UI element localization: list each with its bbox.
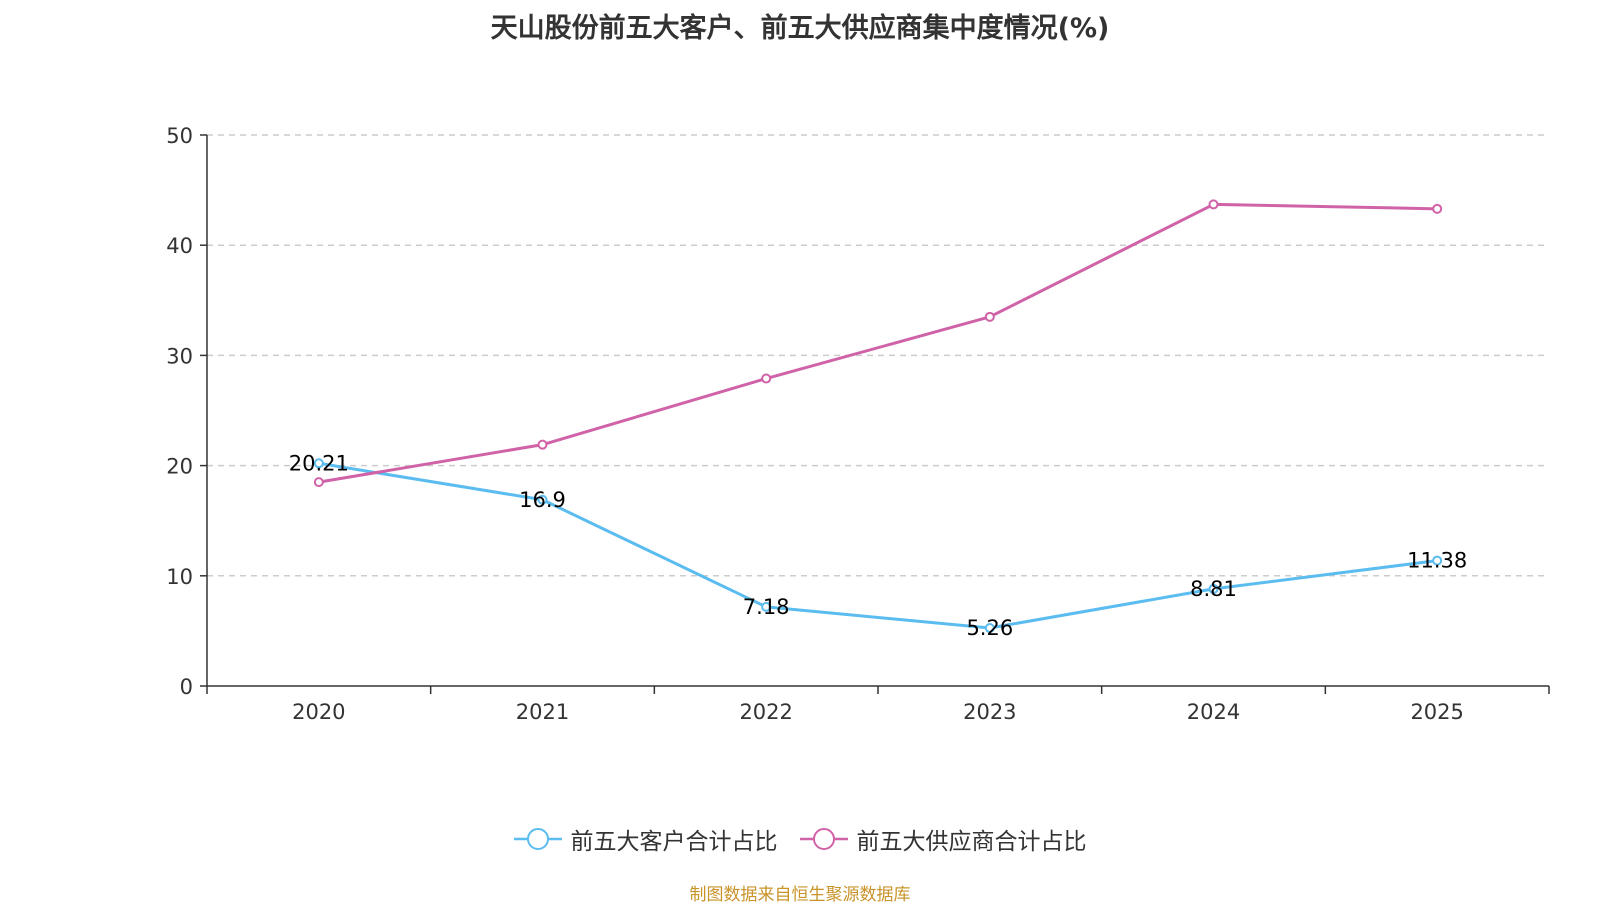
x-tick-label-2024: 2024 [1187, 700, 1240, 724]
grid-layer [207, 134, 1549, 577]
chart-title: 天山股份前五大客户、前五大供应商集中度情况(%) [490, 13, 1110, 44]
point-s0-2024 [1208, 583, 1219, 594]
point-s1-2024 [1208, 199, 1219, 210]
point-s1-2023 [984, 311, 995, 322]
y-tick-label-50: 50 [166, 124, 193, 148]
y-tick-label-30: 30 [166, 344, 193, 368]
point-s0-2022 [761, 601, 772, 612]
legend-label-customers: 前五大客户合计占比 [570, 829, 778, 855]
legend-label-suppliers: 前五大供应商合计占比 [856, 829, 1087, 855]
data-label-s0-2022: 7.18 [743, 595, 790, 619]
x-tick-label-2025: 2025 [1410, 700, 1463, 724]
legend-item-customers[interactable]: 前五大客户合计占比 [513, 822, 778, 856]
label-layer: 20.21 16.9 7.18 5.26 8.81 11.38 [289, 451, 1467, 640]
point-s0-2023 [984, 623, 995, 634]
point-s1-2021 [537, 439, 548, 450]
y-tick-label-40: 40 [166, 234, 193, 258]
data-label-s0-2024: 8.81 [1190, 577, 1237, 601]
x-tick-label-2021: 2021 [516, 700, 569, 724]
point-s1-2025 [1432, 203, 1443, 214]
legend: 前五大客户合计占比 前五大供应商合计占比 [0, 822, 1600, 856]
y-tick-label-0: 0 [180, 675, 193, 699]
y-tick-label-10: 10 [166, 565, 193, 589]
series-line-1 [318, 202, 1438, 484]
point-s0-2025 [1432, 555, 1443, 566]
point-s0-2020 [313, 458, 324, 469]
data-label-s0-2023: 5.26 [966, 616, 1013, 640]
data-label-s0-2020: 20.21 [289, 451, 349, 475]
legend-swatch-customers [513, 828, 562, 850]
legend-swatch-suppliers [799, 828, 848, 850]
x-tick-label-2022: 2022 [739, 700, 792, 724]
point-s0-2021 [537, 494, 548, 505]
source-note: 制图数据来自恒生聚源数据库 [689, 885, 911, 905]
x-tick-label-2023: 2023 [963, 700, 1016, 724]
point-s1-2022 [761, 373, 772, 384]
y-tick-label-20: 20 [166, 455, 193, 479]
point-s1-2020 [313, 477, 324, 488]
data-label-s0-2025: 11.38 [1407, 549, 1467, 573]
data-label-s0-2021: 16.9 [519, 488, 566, 512]
x-tick-label-2020: 2020 [292, 700, 345, 724]
series-line-0 [318, 461, 1438, 630]
legend-item-suppliers[interactable]: 前五大供应商合计占比 [799, 822, 1087, 856]
axis-layer: 0 10 20 30 40 50 2020 2021 2022 2023 2024 2025 [166, 124, 1550, 724]
series-layer [313, 199, 1443, 634]
